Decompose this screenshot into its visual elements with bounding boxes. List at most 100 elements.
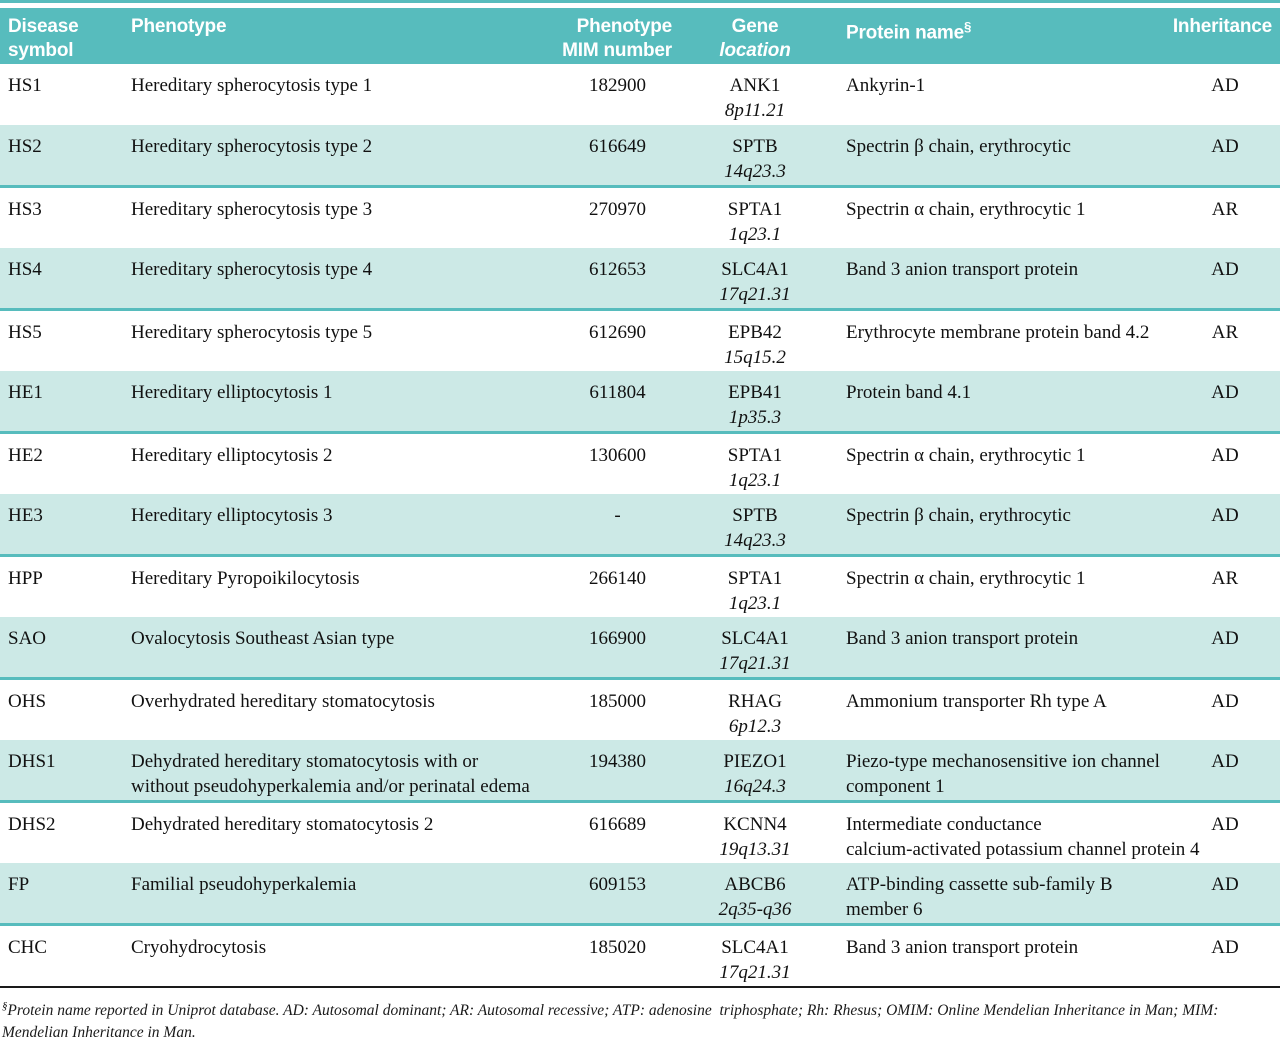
protein-name-cell: Ankyrin-1 — [830, 64, 1170, 125]
table-row: HS4 Hereditary spherocytosis type 4 612653… — [0, 248, 1280, 311]
gene-chromosome-location: 17q21.31 — [719, 962, 791, 983]
protein-name-line: Spectrin β chain, erythrocytic — [846, 136, 1071, 157]
inheritance-cell: AD — [1170, 924, 1280, 986]
phenotype-cell: Hereditary elliptocytosis 1 — [125, 371, 555, 434]
disease-symbol-cell: HS5 — [0, 309, 125, 371]
gene-chromosome-location: 1q23.1 — [728, 593, 782, 614]
gene-location-cell: SPTA1 1q23.1 — [680, 186, 830, 248]
gene-header-label: Gene — [731, 16, 779, 37]
table-row: OHS Overhydrated hereditary stomatocytosi… — [0, 678, 1280, 740]
gene-location-cell: RHAG 6p12.3 — [680, 678, 830, 740]
protein-name-line: Spectrin β chain, erythrocytic — [846, 505, 1071, 526]
table-row: HE2 Hereditary elliptocytosis 2 130600 SPTA… — [0, 432, 1280, 494]
table-row: DHS1 Dehydrated hereditary stomatocytosis… — [0, 740, 1280, 803]
gene-chromosome-location: 6p12.3 — [728, 716, 782, 737]
gene-chromosome-location: 14q23.3 — [724, 161, 786, 182]
phenotype-cell: Cryohydrocytosis — [125, 924, 555, 986]
phenotype-line: Hereditary spherocytosis type 4 — [131, 259, 373, 280]
phenotype-line: without pseudohyperkalemia and/or perina… — [131, 776, 530, 797]
table-row: FP Familial pseudohyperkalemia 609153 ABCB6… — [0, 863, 1280, 926]
protein-name-line: Erythrocyte membrane protein band 4.2 — [846, 322, 1150, 343]
phenotype-cell: Hereditary spherocytosis type 3 — [125, 186, 555, 248]
gene-symbol: EPB41 — [728, 382, 782, 403]
column-header-inheritance: Inheritance — [1170, 8, 1280, 64]
column-header-gene-location: Gene location — [680, 8, 830, 64]
inheritance-cell: AD — [1170, 64, 1280, 125]
protein-header-label: Protein name — [846, 22, 964, 44]
gene-symbol: SPTA1 — [727, 199, 783, 220]
gene-location-cell: SLC4A1 17q21.31 — [680, 248, 830, 311]
gene-symbol: ANK1 — [729, 75, 781, 96]
mim-number-cell: 182900 — [555, 64, 680, 125]
phenotype-cell: Dehydrated hereditary stomatocytosis 2 — [125, 801, 555, 863]
gene-symbol: SLC4A1 — [721, 259, 789, 280]
phenotype-cell: Hereditary spherocytosis type 5 — [125, 309, 555, 371]
protein-name-cell: Band 3 anion transport protein — [830, 924, 1170, 986]
gene-chromosome-location: 1q23.1 — [728, 224, 782, 245]
protein-header-footnote-mark: § — [963, 19, 972, 34]
gene-location-cell: SLC4A1 17q21.31 — [680, 924, 830, 986]
disease-symbol-cell: HS1 — [0, 64, 125, 125]
protein-name-cell: Spectrin α chain, erythrocytic 1 — [830, 555, 1170, 617]
column-header-disease-symbol: Disease symbol — [0, 8, 125, 64]
mim-number-cell: 612653 — [555, 248, 680, 311]
table-row: HPP Hereditary Pyropoikilocytosis 266140 SP… — [0, 555, 1280, 617]
protein-name-line: Band 3 anion transport protein — [846, 628, 1079, 649]
protein-name-line: Protein band 4.1 — [846, 382, 972, 403]
protein-name-cell: Spectrin β chain, erythrocytic — [830, 125, 1170, 188]
gene-chromosome-location: 17q21.31 — [719, 653, 791, 674]
header-row: Disease symbol Phenotype Phenotype MIM n… — [0, 8, 1280, 64]
gene-location-cell: SLC4A1 17q21.31 — [680, 617, 830, 680]
gene-symbol: SPTA1 — [727, 445, 783, 466]
phenotype-line: Hereditary elliptocytosis 3 — [131, 505, 333, 526]
column-header-phenotype-mim-number: Phenotype MIM number — [555, 8, 680, 64]
protein-name-line: Spectrin α chain, erythrocytic 1 — [846, 199, 1086, 220]
gene-location-cell: PIEZO1 16q24.3 — [680, 740, 830, 803]
gene-chromosome-location: 1q23.1 — [728, 470, 782, 491]
protein-name-cell: Spectrin α chain, erythrocytic 1 — [830, 186, 1170, 248]
mim-number-cell: 130600 — [555, 432, 680, 494]
gene-symbol: SLC4A1 — [721, 628, 789, 649]
protein-name-cell: Protein band 4.1 — [830, 371, 1170, 434]
disease-symbol-cell: CHC — [0, 924, 125, 986]
disease-symbol-cell: HE1 — [0, 371, 125, 434]
phenotype-cell: Hereditary spherocytosis type 4 — [125, 248, 555, 311]
inheritance-cell: AD — [1170, 801, 1280, 863]
mim-number-cell: 185000 — [555, 678, 680, 740]
disease-symbol-cell: HS2 — [0, 125, 125, 188]
inheritance-cell: AD — [1170, 494, 1280, 557]
phenotype-cell: Familial pseudohyperkalemia — [125, 863, 555, 926]
phenotype-cell: Hereditary spherocytosis type 2 — [125, 125, 555, 188]
protein-name-line: Spectrin α chain, erythrocytic 1 — [846, 568, 1086, 589]
inheritance-cell: AD — [1170, 617, 1280, 680]
disease-symbol-cell: HS4 — [0, 248, 125, 311]
table-row: HS2 Hereditary spherocytosis type 2 616649… — [0, 125, 1280, 188]
mim-number-cell: 611804 — [555, 371, 680, 434]
table-row: HS1 Hereditary spherocytosis type 1 182900… — [0, 64, 1280, 125]
disease-symbol-cell: OHS — [0, 678, 125, 740]
gene-symbol: SPTB — [732, 505, 778, 526]
phenotype-line: Dehydrated hereditary stomatocytosis 2 — [131, 814, 434, 835]
phenotype-line: Hereditary spherocytosis type 3 — [131, 199, 373, 220]
protein-name-line: ATP-binding cassette sub-family B — [846, 874, 1113, 895]
table-row: SAO Ovalocytosis Southeast Asian type 1669… — [0, 617, 1280, 680]
disease-symbol-cell: DHS1 — [0, 740, 125, 803]
phenotype-line: Familial pseudohyperkalemia — [131, 874, 357, 895]
protein-name-cell: Band 3 anion transport protein — [830, 617, 1170, 680]
gene-chromosome-location: 2q35-q36 — [718, 899, 792, 920]
mim-number-cell: 270970 — [555, 186, 680, 248]
table-row: DHS2 Dehydrated hereditary stomatocytosis… — [0, 801, 1280, 863]
gene-chromosome-location: 19q13.31 — [719, 839, 791, 860]
phenotype-line: Hereditary spherocytosis type 5 — [131, 322, 373, 343]
gene-chromosome-location: 1p35.3 — [728, 407, 782, 428]
phenotype-line: Overhydrated hereditary stomatocytosis — [131, 691, 435, 712]
mim-number-cell: 266140 — [555, 555, 680, 617]
phenotype-cell: Ovalocytosis Southeast Asian type — [125, 617, 555, 680]
gene-symbol: ABCB6 — [724, 874, 786, 895]
gene-location-cell: KCNN4 19q13.31 — [680, 801, 830, 863]
protein-name-cell: Spectrin α chain, erythrocytic 1 — [830, 432, 1170, 494]
disease-symbol-cell: HPP — [0, 555, 125, 617]
protein-name-line: calcium-activated potassium channel prot… — [846, 839, 1200, 860]
gene-header-sublabel: location — [719, 40, 791, 61]
gene-symbol: KCNN4 — [723, 814, 787, 835]
